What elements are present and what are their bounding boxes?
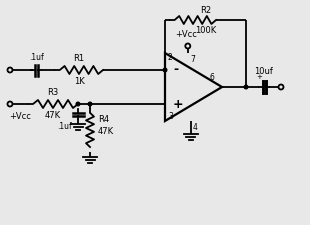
Text: 47K: 47K — [98, 128, 114, 137]
Text: .1uf: .1uf — [58, 122, 72, 131]
Text: 1K: 1K — [74, 77, 84, 86]
Text: +Vcc: +Vcc — [175, 30, 197, 39]
Text: 10uf: 10uf — [255, 67, 273, 76]
Text: R3: R3 — [47, 88, 59, 97]
Text: 47K: 47K — [45, 111, 61, 120]
Text: 7: 7 — [191, 55, 196, 64]
Circle shape — [244, 85, 248, 89]
Text: R1: R1 — [73, 54, 85, 63]
Text: 3: 3 — [168, 112, 173, 121]
Text: 100K: 100K — [195, 26, 216, 35]
Text: R2: R2 — [200, 6, 211, 15]
Circle shape — [88, 102, 92, 106]
Text: R4: R4 — [98, 115, 109, 124]
Text: +: + — [257, 74, 263, 80]
Text: +Vcc: +Vcc — [9, 112, 31, 121]
Text: 2: 2 — [168, 53, 173, 62]
Circle shape — [163, 68, 167, 72]
Text: 6: 6 — [209, 73, 214, 82]
Text: +: + — [173, 97, 184, 110]
Text: -: - — [173, 63, 178, 76]
Text: 4: 4 — [193, 123, 197, 132]
Text: .1uf: .1uf — [29, 53, 43, 62]
Circle shape — [76, 102, 80, 106]
